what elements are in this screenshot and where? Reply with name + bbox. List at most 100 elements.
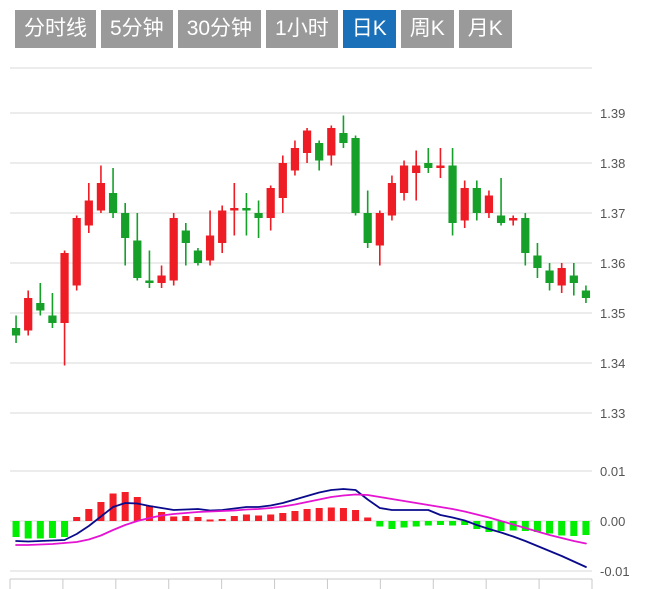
timeframe-tab-1[interactable]: 5分钟 xyxy=(101,10,173,48)
macd-bar-39[interactable] xyxy=(485,521,493,532)
macd-bar-9[interactable] xyxy=(121,492,129,521)
macd-histogram[interactable] xyxy=(12,492,590,539)
candle-21[interactable] xyxy=(266,185,275,231)
macd-bar-7[interactable] xyxy=(97,502,105,521)
macd-bar-14[interactable] xyxy=(182,516,190,521)
candle-43[interactable] xyxy=(533,243,542,278)
candle-0[interactable] xyxy=(11,315,21,344)
macd-bar-25[interactable] xyxy=(315,508,323,521)
macd-bar-21[interactable] xyxy=(267,514,275,522)
candle-15[interactable] xyxy=(193,248,203,266)
macd-bar-28[interactable] xyxy=(352,510,360,521)
candle-42[interactable] xyxy=(521,213,530,266)
timeframe-tab-4[interactable]: 日K xyxy=(342,10,396,48)
candle-41[interactable] xyxy=(509,215,518,226)
macd-bar-11[interactable] xyxy=(145,505,153,522)
candle-6[interactable] xyxy=(84,183,93,233)
macd-bar-31[interactable] xyxy=(388,521,396,529)
timeframe-tab-0[interactable]: 分时线 xyxy=(15,10,96,48)
candle-11[interactable] xyxy=(145,250,154,289)
macd-bar-27[interactable] xyxy=(339,508,347,521)
price-and-macd-chart[interactable]: 1.39 1.38 1.37 1.36 1.35 1.34 1.33 0.01 0.00 -0.… xyxy=(0,58,648,589)
candle-35[interactable] xyxy=(436,148,445,178)
macd-bar-47[interactable] xyxy=(582,521,590,535)
macd-bar-22[interactable] xyxy=(279,513,287,521)
macd-bar-42[interactable] xyxy=(521,521,529,531)
candle-19[interactable] xyxy=(242,193,251,236)
candle-29[interactable] xyxy=(363,190,372,249)
candle-28[interactable] xyxy=(351,135,360,216)
macd-bar-13[interactable] xyxy=(170,516,178,522)
candle-4[interactable] xyxy=(60,250,69,366)
chart-container[interactable]: 1.39 1.38 1.37 1.36 1.35 1.34 1.33 0.01 0.00 -0.… xyxy=(0,58,648,589)
macd-bar-32[interactable] xyxy=(400,521,408,528)
candle-30[interactable] xyxy=(375,210,384,266)
candle-23[interactable] xyxy=(290,140,300,176)
candle-7[interactable] xyxy=(96,165,106,214)
macd-bar-17[interactable] xyxy=(218,519,226,521)
candle-10[interactable] xyxy=(133,213,142,281)
candle-37[interactable] xyxy=(460,180,469,229)
candle-26[interactable] xyxy=(327,125,336,166)
candle-2[interactable] xyxy=(36,283,45,316)
candle-1[interactable] xyxy=(24,290,33,336)
macd-bar-15[interactable] xyxy=(194,517,202,521)
macd-bar-6[interactable] xyxy=(85,509,93,521)
candle-17[interactable] xyxy=(218,205,227,254)
candle-13[interactable] xyxy=(169,213,178,286)
macd-bar-45[interactable] xyxy=(558,521,566,536)
candle-9[interactable] xyxy=(121,203,130,266)
candle-14[interactable] xyxy=(181,223,190,266)
macd-bar-12[interactable] xyxy=(158,512,166,521)
candle-46[interactable] xyxy=(569,263,578,296)
macd-bar-5[interactable] xyxy=(73,517,81,521)
macd-bar-3[interactable] xyxy=(48,521,56,538)
macd-bar-18[interactable] xyxy=(230,516,238,521)
candle-32[interactable] xyxy=(399,160,409,201)
candle-44[interactable] xyxy=(545,263,554,291)
macd-bar-46[interactable] xyxy=(570,521,578,536)
candle-22[interactable] xyxy=(278,155,287,214)
candle-16[interactable] xyxy=(205,210,215,266)
candle-24[interactable] xyxy=(302,128,312,163)
timeframe-tab-6[interactable]: 月K xyxy=(458,10,512,48)
candlestick-series[interactable] xyxy=(11,115,591,366)
macd-bar-2[interactable] xyxy=(36,521,44,539)
candle-20[interactable] xyxy=(254,200,263,239)
candle-3[interactable] xyxy=(48,293,57,328)
candle-40[interactable] xyxy=(496,178,506,226)
macd-bar-23[interactable] xyxy=(291,511,299,521)
macd-bar-19[interactable] xyxy=(242,514,250,522)
candle-25[interactable] xyxy=(315,140,324,171)
candle-27[interactable] xyxy=(339,115,348,149)
candle-36[interactable] xyxy=(448,148,457,236)
candle-5[interactable] xyxy=(72,215,81,291)
timeframe-tab-2[interactable]: 30分钟 xyxy=(177,10,262,48)
macd-bar-33[interactable] xyxy=(412,521,420,527)
macd-bar-4[interactable] xyxy=(61,521,69,537)
candle-31[interactable] xyxy=(387,175,397,221)
macd-bar-34[interactable] xyxy=(424,521,432,526)
macd-bar-41[interactable] xyxy=(509,521,517,531)
candle-18[interactable] xyxy=(230,183,239,236)
macd-bar-0[interactable] xyxy=(12,521,20,537)
macd-bar-24[interactable] xyxy=(303,509,311,521)
macd-bar-10[interactable] xyxy=(133,497,141,521)
macd-bar-43[interactable] xyxy=(533,521,541,532)
macd-bar-30[interactable] xyxy=(376,521,384,527)
candle-34[interactable] xyxy=(424,148,433,173)
timeframe-tab-5[interactable]: 周K xyxy=(400,10,454,48)
candle-33[interactable] xyxy=(412,150,421,201)
candle-12[interactable] xyxy=(157,265,166,289)
candle-47[interactable] xyxy=(581,285,591,304)
macd-bar-29[interactable] xyxy=(364,517,372,522)
macd-bar-26[interactable] xyxy=(327,507,335,522)
macd-bar-37[interactable] xyxy=(461,521,469,525)
macd-bar-44[interactable] xyxy=(546,521,554,534)
macd-bar-35[interactable] xyxy=(436,521,444,525)
macd-bar-16[interactable] xyxy=(206,519,214,522)
macd-bar-20[interactable] xyxy=(255,515,263,522)
candle-38[interactable] xyxy=(472,180,481,221)
candle-39[interactable] xyxy=(484,190,494,219)
timeframe-tab-3[interactable]: 1小时 xyxy=(266,10,338,48)
